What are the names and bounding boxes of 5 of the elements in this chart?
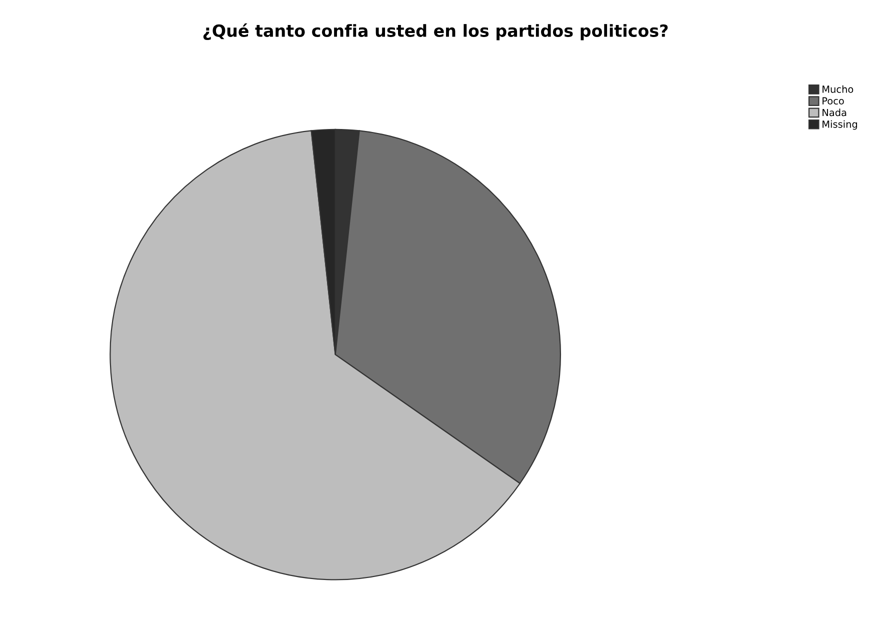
legend-label: Mucho [822,85,854,93]
legend-label: Poco [822,97,844,105]
chart-title: ¿Qué tanto confia usted en los partidos politicos? [203,23,668,40]
legend-label: Missing [822,120,858,130]
legend-label: Nada [822,108,846,116]
